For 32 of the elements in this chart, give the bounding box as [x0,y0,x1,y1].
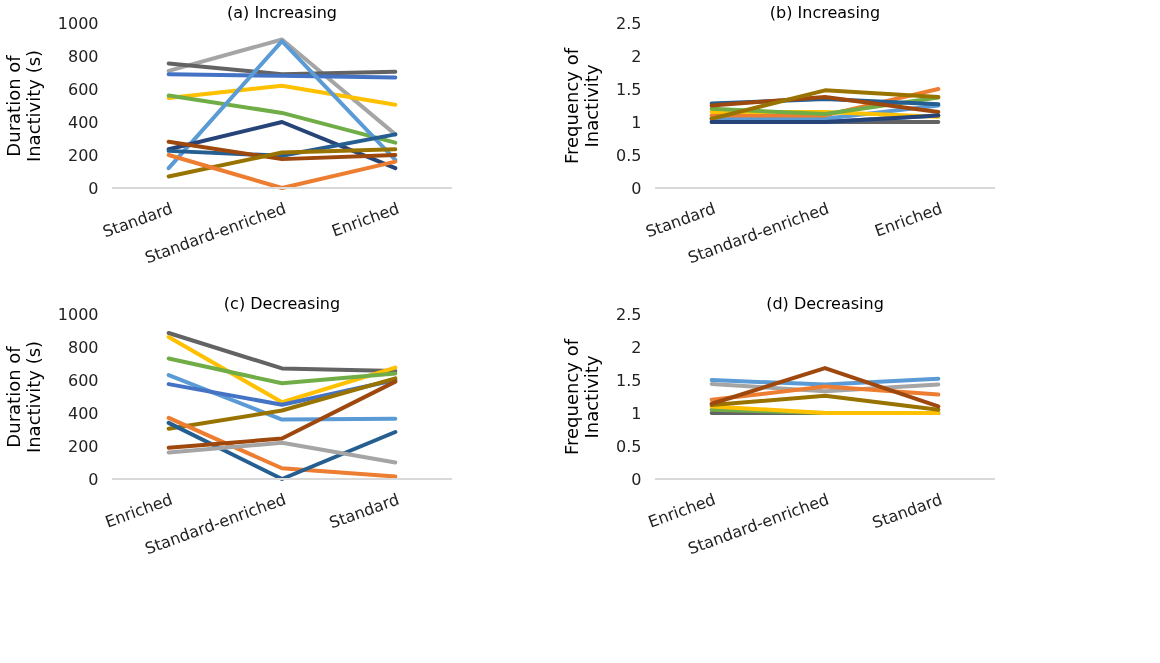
y-tick-label: 800 [67,46,99,66]
y-tick-label: 600 [67,370,99,390]
y-tick-label: 600 [67,79,99,99]
y-tick-label: 0 [631,469,642,489]
y-tick-label: 1.5 [616,370,642,390]
y-axis-title: Duration of Inactivity (s) [2,49,44,163]
y-axis-title: Frequency of Inactivity [561,338,603,456]
chart-title: (d) Decreasing [766,294,884,313]
y-tick-label: 0 [88,178,99,198]
y-tick-label: 1 [631,112,642,132]
chart-title: (b) Increasing [769,3,881,22]
y-tick-label: 1.5 [616,79,642,99]
y-tick-label: 0 [88,469,99,489]
chart-title: (a) Increasing [227,3,337,22]
y-tick-label: 0 [631,178,642,198]
y-tick-label: 200 [67,436,99,456]
y-axis-title: Duration of Inactivity (s) [2,340,44,454]
y-tick-label: 0.5 [616,145,642,165]
y-tick-label: 2 [631,337,642,357]
y-tick-label: 2 [631,46,642,66]
chart-title: (c) Decreasing [223,294,341,313]
y-tick-label: 1 [631,403,642,423]
y-tick-label: 2.5 [616,13,642,33]
y-tick-label: 0.5 [616,436,642,456]
y-tick-label: 400 [67,112,99,132]
y-tick-label: 200 [67,145,99,165]
y-tick-label: 2.5 [616,304,642,324]
y-tick-label: 1000 [57,304,99,324]
y-tick-label: 1000 [57,13,99,33]
y-tick-label: 400 [67,403,99,423]
y-tick-label: 800 [67,337,99,357]
y-axis-title: Frequency of Inactivity [561,47,603,165]
